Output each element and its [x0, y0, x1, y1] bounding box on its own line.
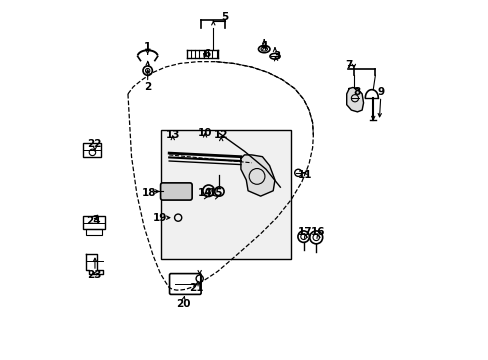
- Polygon shape: [346, 87, 363, 112]
- FancyBboxPatch shape: [160, 183, 192, 200]
- Text: 20: 20: [176, 299, 190, 309]
- Text: 8: 8: [353, 87, 360, 97]
- Text: 11: 11: [298, 170, 312, 180]
- Text: 24: 24: [86, 216, 101, 226]
- Text: 18: 18: [142, 188, 156, 198]
- Text: 3: 3: [273, 51, 280, 61]
- Bar: [161, 130, 290, 259]
- Text: 22: 22: [86, 139, 101, 149]
- Text: 10: 10: [198, 129, 212, 138]
- Text: 9: 9: [376, 87, 384, 97]
- Bar: [83, 143, 101, 157]
- Text: 6: 6: [203, 49, 210, 59]
- Polygon shape: [241, 155, 274, 196]
- Text: 14: 14: [197, 188, 212, 198]
- Text: 19: 19: [153, 213, 167, 222]
- Text: 17: 17: [298, 227, 312, 237]
- Bar: [83, 216, 104, 229]
- Text: 5: 5: [221, 12, 228, 22]
- Text: 16: 16: [310, 227, 325, 237]
- Text: 2: 2: [144, 82, 151, 92]
- Text: 23: 23: [86, 270, 101, 280]
- Text: 12: 12: [214, 130, 228, 140]
- Text: 4: 4: [260, 41, 267, 50]
- Text: 13: 13: [165, 130, 180, 140]
- Text: 15: 15: [208, 188, 223, 198]
- Text: 21: 21: [188, 283, 203, 293]
- Text: 7: 7: [344, 60, 351, 70]
- Bar: [86, 229, 102, 235]
- Text: 1: 1: [144, 42, 151, 52]
